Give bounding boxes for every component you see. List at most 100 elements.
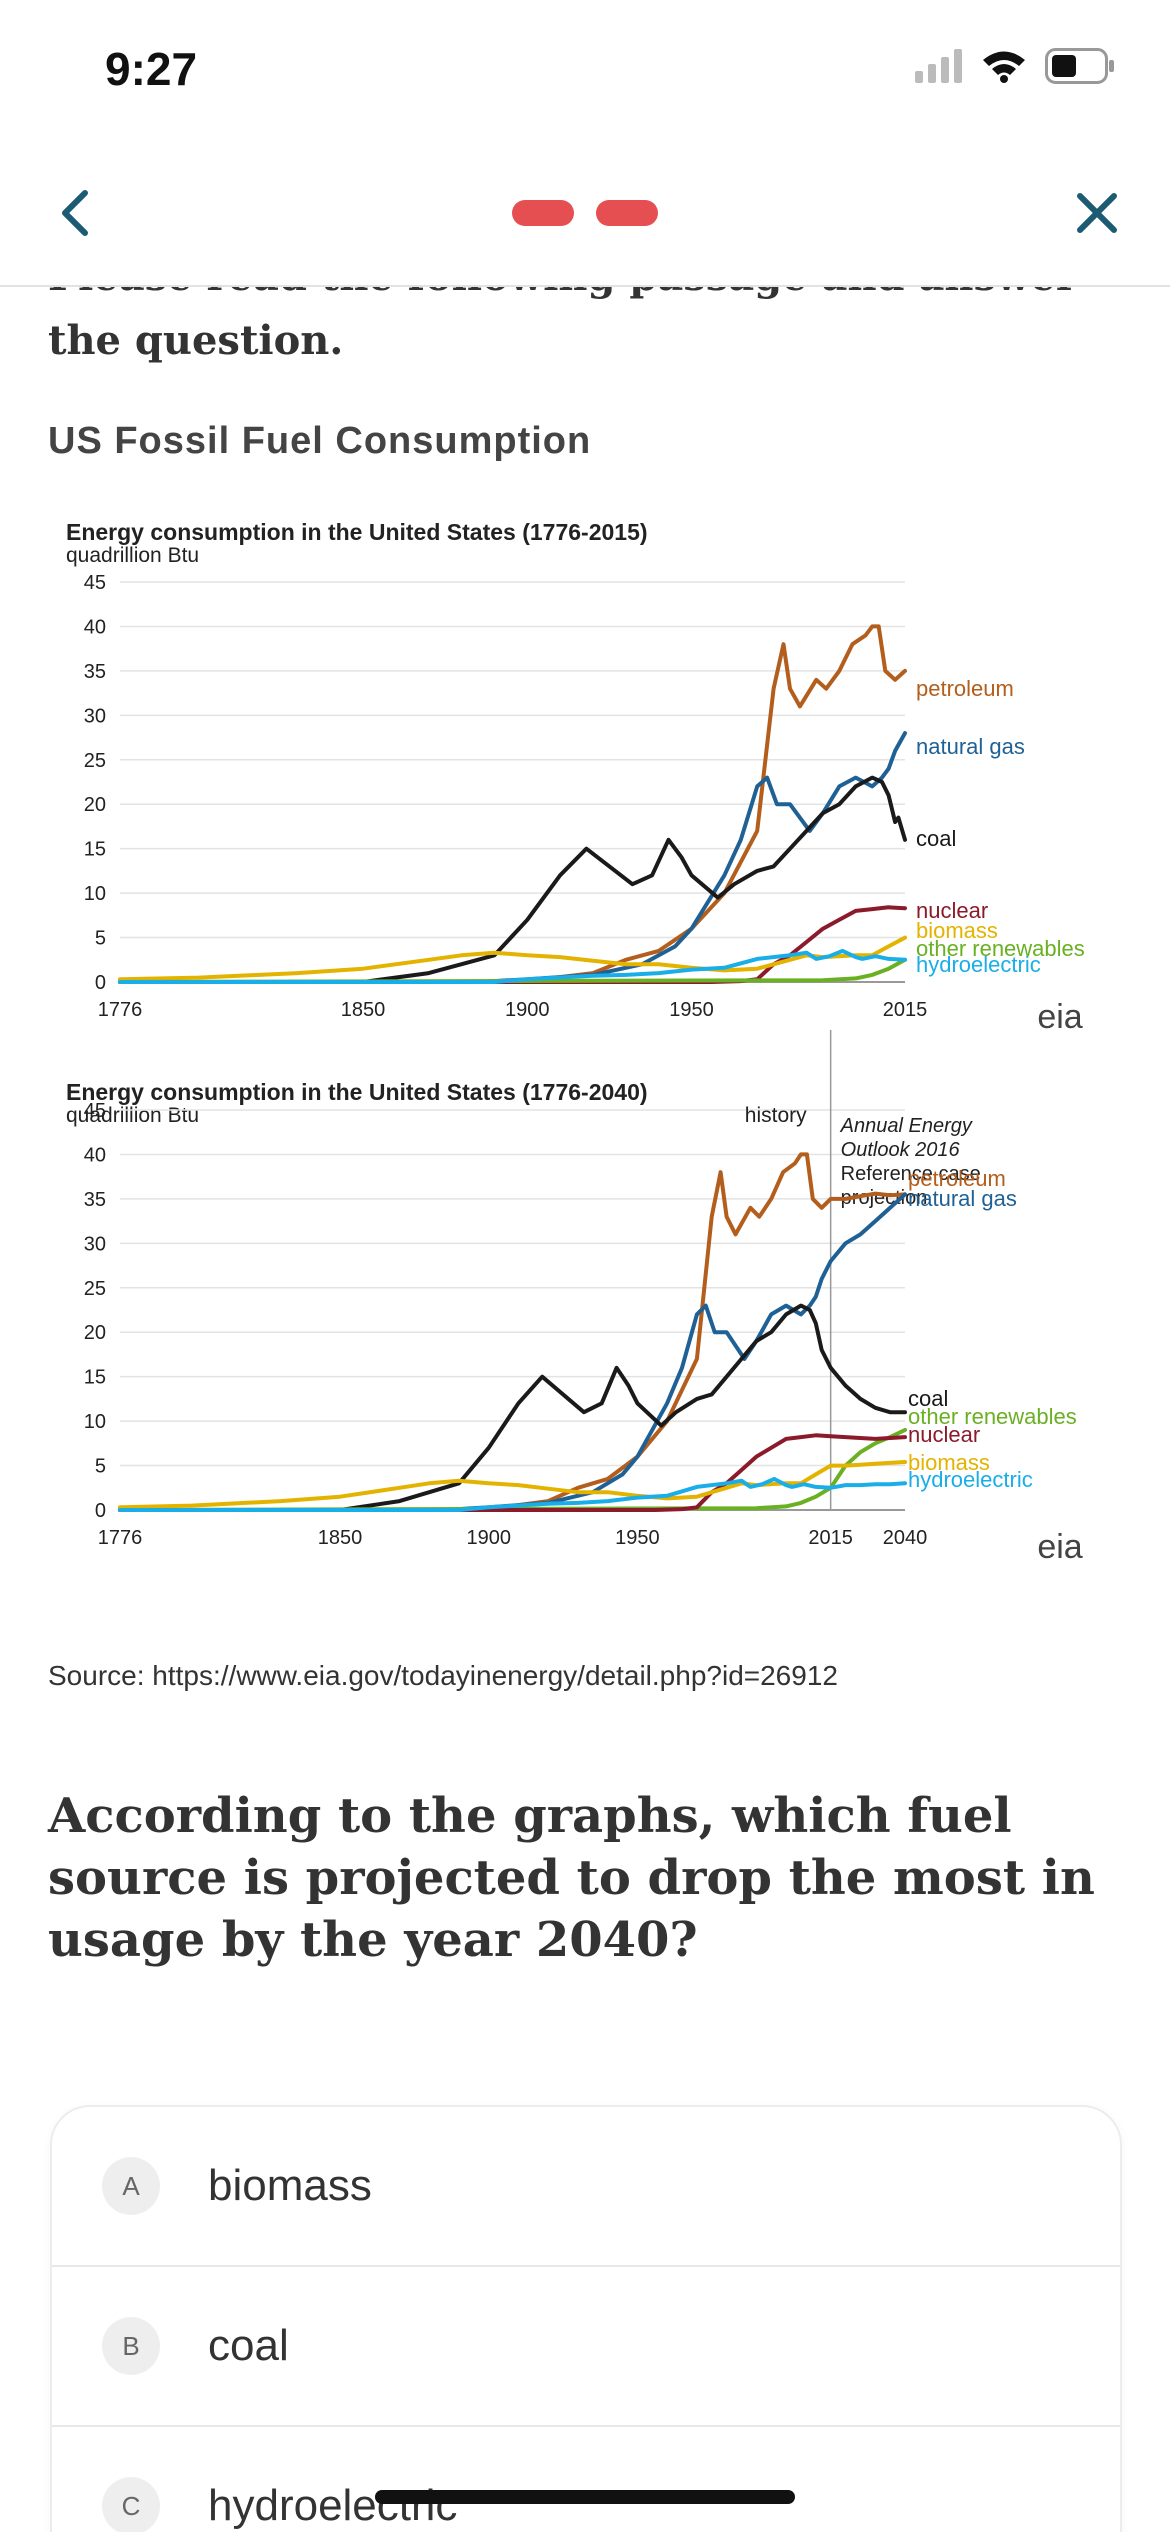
status-time: 9:27: [105, 43, 198, 95]
back-button[interactable]: [40, 178, 110, 248]
close-icon: [1077, 193, 1117, 233]
projection-label: Outlook 2016: [841, 1139, 961, 1161]
answer-option-b[interactable]: B coal: [52, 2267, 1120, 2427]
x-tick-label: 1850: [341, 999, 386, 1021]
x-tick-label: 1776: [98, 999, 143, 1021]
eia-logo: eia: [1037, 1528, 1082, 1566]
series-label-hydroelectric: hydroelectric: [916, 952, 1041, 977]
answer-label: coal: [208, 2321, 289, 2370]
eia-logo: eia: [1037, 998, 1082, 1036]
series-line-nuclear: [118, 905, 907, 984]
series-line-hydroelectric: [118, 948, 907, 984]
x-tick-label: 2040: [883, 1527, 928, 1549]
progress-indicator: [512, 200, 658, 226]
status-icons: [915, 48, 1115, 84]
charts-image: Energy consumption in the United States …: [50, 510, 1130, 1910]
series-line-biomass: [118, 1460, 907, 1510]
y-tick-label: 10: [84, 1411, 106, 1433]
y-tick-label: 40: [84, 1144, 106, 1166]
series-label-petroleum: petroleum: [916, 676, 1014, 701]
x-tick-label: 2015: [883, 999, 928, 1021]
series-line-coal: [118, 775, 907, 984]
series-label-other-renewables: other renewables: [916, 936, 1085, 961]
question-text: According to the graphs, which fuel sour…: [48, 1788, 1095, 1968]
series-line-other-renewables: [118, 1428, 907, 1512]
answer-option-a[interactable]: A biomass: [52, 2107, 1120, 2267]
x-tick-label: 1850: [318, 1527, 363, 1549]
x-tick-label: 1900: [466, 1527, 511, 1549]
series-line-coal: [118, 1303, 907, 1512]
history-label: history: [745, 1104, 807, 1127]
answer-option-c[interactable]: C hydroelectric: [52, 2427, 1120, 2532]
energy-charts: Energy consumption in the United States …: [66, 519, 1085, 1566]
series-line-petroleum: [118, 1152, 907, 1512]
y-tick-label: 10: [84, 883, 106, 905]
y-tick-label: 15: [84, 839, 106, 861]
series-line-natural-gas: [118, 731, 907, 984]
y-tick-label: 20: [84, 794, 106, 816]
nav-bar: [0, 150, 1170, 287]
series-label-other-renewables: other renewables: [908, 1404, 1077, 1429]
series-label-coal: coal: [916, 826, 956, 851]
scroll-content[interactable]: Please read the following passage and an…: [0, 285, 1170, 2532]
series-line-natural-gas: [118, 1192, 907, 1512]
y-tick-label: 40: [84, 616, 106, 638]
series-label-biomass: biomass: [908, 1450, 990, 1475]
y-tick-label: 30: [84, 1233, 106, 1255]
series-label-nuclear: nuclear: [908, 1422, 980, 1447]
series-label-natural-gas: natural gas: [916, 734, 1025, 759]
series-label-hydroelectric: hydroelectric: [908, 1467, 1033, 1492]
y-tick-label: 30: [84, 705, 106, 727]
y-tick-label: 35: [84, 1189, 106, 1211]
passage-intro: Please read the following passage and an…: [48, 285, 1077, 364]
answer-letter: A: [102, 2157, 160, 2215]
y-tick-label: 25: [84, 750, 106, 772]
y-tick-label: 35: [84, 661, 106, 683]
status-bar: 9:27: [0, 0, 1170, 150]
answer-label: biomass: [208, 2161, 372, 2210]
projection-label: Annual Energy: [840, 1115, 973, 1137]
battery-icon: [1045, 48, 1114, 84]
series-label-natural-gas: natural gas: [908, 1186, 1017, 1211]
series-label-coal: coal: [908, 1386, 948, 1411]
series-label-nuclear: nuclear: [916, 898, 988, 923]
projection-label: Reference case: [841, 1163, 981, 1185]
wifi-icon: [983, 51, 1025, 83]
projection-label: projection: [841, 1187, 928, 1209]
answer-letter: B: [102, 2317, 160, 2375]
chevron-left-icon: [62, 190, 88, 236]
progress-step: [512, 200, 574, 226]
series-label-petroleum: petroleum: [908, 1166, 1006, 1191]
y-tick-label: 0: [95, 972, 106, 994]
answer-label: hydroelectric: [208, 2481, 458, 2530]
x-tick-label: 1950: [669, 999, 714, 1021]
chart-ylabel: quadrillion Btu: [66, 544, 199, 567]
y-tick-label: 25: [84, 1278, 106, 1300]
y-tick-label: 5: [95, 1456, 106, 1478]
x-tick-label: 1776: [98, 1527, 143, 1549]
y-tick-label: 5: [95, 928, 106, 950]
x-tick-label: 1900: [505, 999, 550, 1021]
y-tick-label: 0: [95, 1500, 106, 1522]
y-tick-label: 45: [84, 572, 106, 594]
answer-list: A biomass B coal C hydroelectric: [50, 2105, 1122, 2532]
x-tick-label: 2015: [808, 1527, 853, 1549]
series-line-nuclear: [118, 1433, 907, 1512]
progress-step: [596, 200, 658, 226]
series-line-biomass: [118, 935, 907, 982]
series-label-biomass: biomass: [916, 918, 998, 943]
cellular-signal-icon: [915, 49, 962, 83]
y-tick-label: 15: [84, 1367, 106, 1389]
answer-letter: C: [102, 2477, 160, 2532]
series-line-hydroelectric: [118, 1476, 907, 1512]
y-tick-label: 20: [84, 1322, 106, 1344]
chart-title: Energy consumption in the United States …: [66, 519, 648, 545]
y-tick-label: 45: [84, 1100, 106, 1122]
x-tick-label: 1950: [615, 1527, 660, 1549]
passage-title: US Fossil Fuel Consumption: [48, 420, 592, 462]
series-line-other-renewables: [118, 957, 907, 984]
home-indicator[interactable]: [375, 2490, 795, 2504]
chart-title: Energy consumption in the United States …: [66, 1079, 648, 1105]
source-citation: Source: https://www.eia.gov/todayinenerg…: [48, 1660, 838, 1691]
close-button[interactable]: [1062, 178, 1132, 248]
